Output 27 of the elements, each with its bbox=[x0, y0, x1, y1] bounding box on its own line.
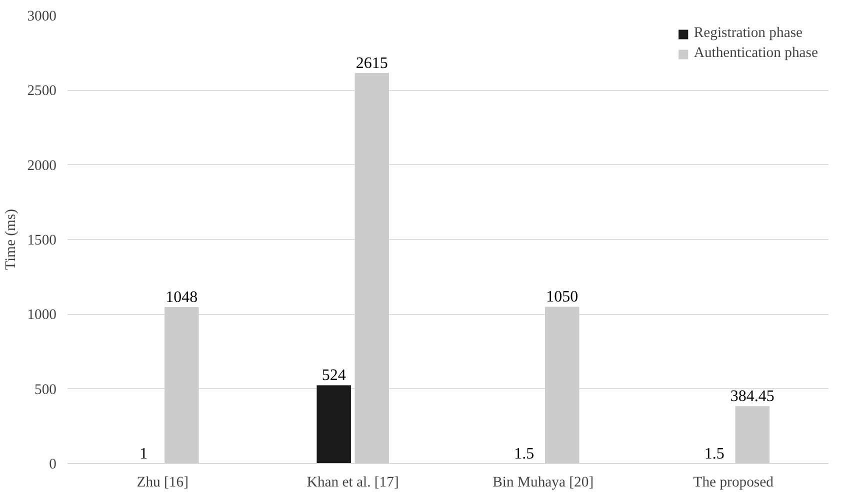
data-label: 1 bbox=[140, 445, 148, 462]
x-tick-label: Bin Muhaya [20] bbox=[492, 474, 594, 490]
x-tick-label: Khan et al. [17] bbox=[306, 474, 399, 490]
y-tick-label: 3000 bbox=[27, 8, 56, 24]
data-label: 524 bbox=[322, 367, 346, 384]
data-label: 1.5 bbox=[704, 445, 724, 462]
data-label: 384.45 bbox=[730, 388, 774, 406]
x-tick-label: The proposed bbox=[693, 474, 774, 490]
legend-label: Authentication phase bbox=[694, 45, 818, 62]
bar bbox=[545, 306, 580, 464]
data-label: 1.5 bbox=[514, 445, 534, 462]
data-label: 2615 bbox=[356, 54, 388, 72]
y-tick-label: 2500 bbox=[27, 83, 56, 100]
data-label: 1050 bbox=[546, 288, 578, 306]
y-tick-label: 2000 bbox=[27, 158, 56, 174]
y-tick-label: 1500 bbox=[27, 232, 56, 248]
x-tick-label: Zhu [16] bbox=[136, 474, 188, 490]
bar bbox=[164, 307, 199, 464]
y-tick-label: 1000 bbox=[27, 307, 56, 324]
data-label: 1048 bbox=[166, 289, 198, 306]
y-tick-label: 500 bbox=[34, 382, 56, 398]
bar bbox=[316, 385, 351, 464]
y-axis-title: Time (ms) bbox=[3, 208, 20, 270]
bar bbox=[735, 406, 770, 464]
bar bbox=[354, 72, 390, 464]
legend-label: Registration phase bbox=[694, 25, 803, 42]
y-tick-label: 0 bbox=[49, 456, 56, 472]
